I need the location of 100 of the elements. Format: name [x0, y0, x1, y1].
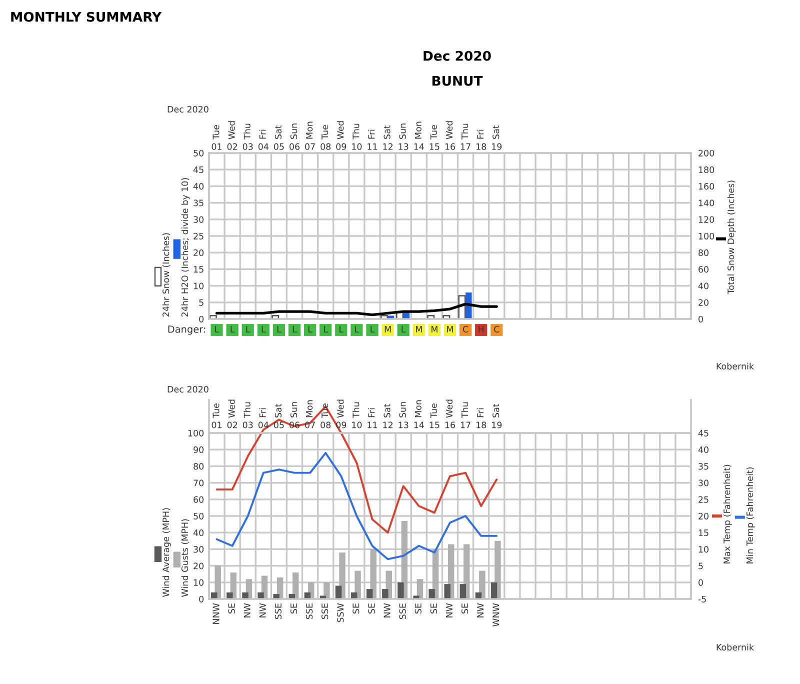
y-tick-label: 90 — [194, 446, 204, 454]
text: SSW — [337, 603, 344, 622]
y2-tick-label: 35 — [698, 463, 708, 470]
x-tick-label: M — [432, 326, 438, 332]
text: Sun — [399, 124, 406, 139]
y-tick-label: 70 — [194, 480, 204, 486]
y2-tick-label: 160 — [698, 183, 714, 190]
annotation: Sat — [384, 404, 390, 418]
x-tick-label: C — [462, 326, 468, 333]
x-tick-label: 05 — [274, 143, 284, 150]
x-tick-label: L — [370, 326, 375, 332]
x-tick-label: 10 — [352, 143, 362, 150]
y2-tick-label: 200 — [698, 150, 714, 156]
bar — [460, 584, 466, 599]
x-tick-label: 07 — [305, 143, 315, 150]
y2-tick-label: 80 — [698, 249, 708, 256]
annotation: Sat — [274, 404, 282, 418]
text: Sat — [492, 125, 500, 139]
annotation: Mon — [306, 400, 313, 418]
legend-label: Total Snow Depth (Inches) — [727, 180, 736, 294]
x-tick-label: 07 — [305, 422, 315, 428]
y2-tick-label: 10 — [698, 546, 708, 553]
y2-tick-label: 0 — [698, 316, 703, 322]
x-tick-label: 19 — [492, 143, 502, 150]
x-tick-label: 13 — [398, 422, 408, 428]
y2-tick-label: 100 — [698, 232, 714, 240]
text: Tue — [322, 125, 328, 140]
x-tick-label: 11 — [368, 422, 378, 428]
line-series — [216, 452, 498, 560]
y2-tick-label: 5 — [698, 562, 703, 570]
y2-tick-label: 120 — [698, 216, 714, 223]
x-tick-label: L — [402, 326, 406, 332]
x-tick-label: 08 — [320, 422, 331, 428]
text: NNW — [212, 603, 220, 624]
x-tick-label: M — [384, 326, 391, 332]
text: SSE — [322, 604, 328, 620]
x-tick-label: M — [447, 326, 453, 332]
text: Sun — [290, 124, 298, 139]
text: Dec 2020 — [168, 386, 208, 393]
y2-tick-label: 0 — [698, 579, 703, 586]
chart-title: Dec 2020 — [424, 50, 491, 61]
legend-label: Max Temp (Fahrenheit) — [723, 464, 732, 564]
legend-label: Wind Average (MPH) — [162, 508, 171, 597]
x-tick-label: 17 — [460, 422, 470, 428]
x-tick-label: 18 — [476, 422, 486, 428]
legend-label: 24hr Snow (Inches) — [162, 233, 170, 317]
annotation: Tue — [212, 404, 220, 418]
bar — [444, 584, 450, 599]
x-tick-label: 10 — [352, 422, 362, 428]
y-tick-label: 50 — [194, 512, 204, 520]
y2-tick-label: 40 — [698, 446, 708, 454]
annotation: Tue — [322, 404, 328, 418]
y-tick-label: 0 — [199, 316, 204, 322]
bar — [335, 586, 342, 599]
x-tick-label: 18 — [476, 143, 486, 150]
y2-tick-label: 15 — [698, 530, 708, 536]
x-tick-label: 04 — [258, 143, 268, 150]
text: SE — [430, 604, 437, 614]
y-tick-label: 80 — [194, 463, 204, 470]
annotation: Sun — [290, 402, 298, 418]
text: NW — [446, 603, 452, 618]
y-tick-label: 15 — [194, 266, 204, 273]
bar — [382, 589, 388, 599]
y-tick-label: 5 — [199, 299, 204, 306]
text: Fri — [368, 130, 375, 139]
x-tick-label: L — [355, 326, 360, 332]
text: Mon — [414, 122, 422, 139]
x-tick-label: L — [308, 326, 312, 332]
text: Thu — [244, 124, 250, 140]
text: SE — [414, 604, 422, 614]
chart-subtitle: BUNUT — [432, 76, 483, 86]
text: Wed — [336, 121, 344, 140]
y-axis-title: Danger: — [168, 326, 206, 335]
y-tick-label: 100 — [188, 430, 204, 436]
y2-tick-label: 40 — [698, 282, 708, 290]
text: Tue — [430, 125, 437, 140]
text: Thu — [461, 124, 468, 140]
text: Kobernik — [716, 644, 754, 651]
text: WNW — [492, 603, 500, 627]
y-tick-label: 0 — [199, 596, 204, 602]
x-tick-label: 12 — [383, 143, 392, 150]
text: SE — [228, 604, 235, 614]
y2-tick-label: 20 — [698, 512, 708, 520]
y2-tick-label: 25 — [698, 496, 708, 503]
text: MONTHLY SUMMARY — [11, 12, 162, 22]
x-tick-label: 09 — [336, 143, 346, 150]
x-tick-label: 11 — [368, 143, 378, 150]
text: NW — [384, 603, 390, 618]
y-tick-label: 30 — [194, 546, 204, 553]
y2-tick-label: 45 — [698, 430, 708, 436]
text: Sat — [384, 125, 390, 139]
x-tick-label: 08 — [320, 143, 331, 150]
text: SE — [290, 604, 298, 614]
text: Dec 2020 — [168, 106, 208, 113]
text: NW — [477, 603, 484, 618]
bar — [398, 582, 404, 599]
x-tick-label: 04 — [258, 422, 268, 428]
annotation: Wed — [228, 400, 235, 418]
y-tick-label: 35 — [194, 200, 204, 206]
x-tick-label: L — [262, 326, 266, 332]
